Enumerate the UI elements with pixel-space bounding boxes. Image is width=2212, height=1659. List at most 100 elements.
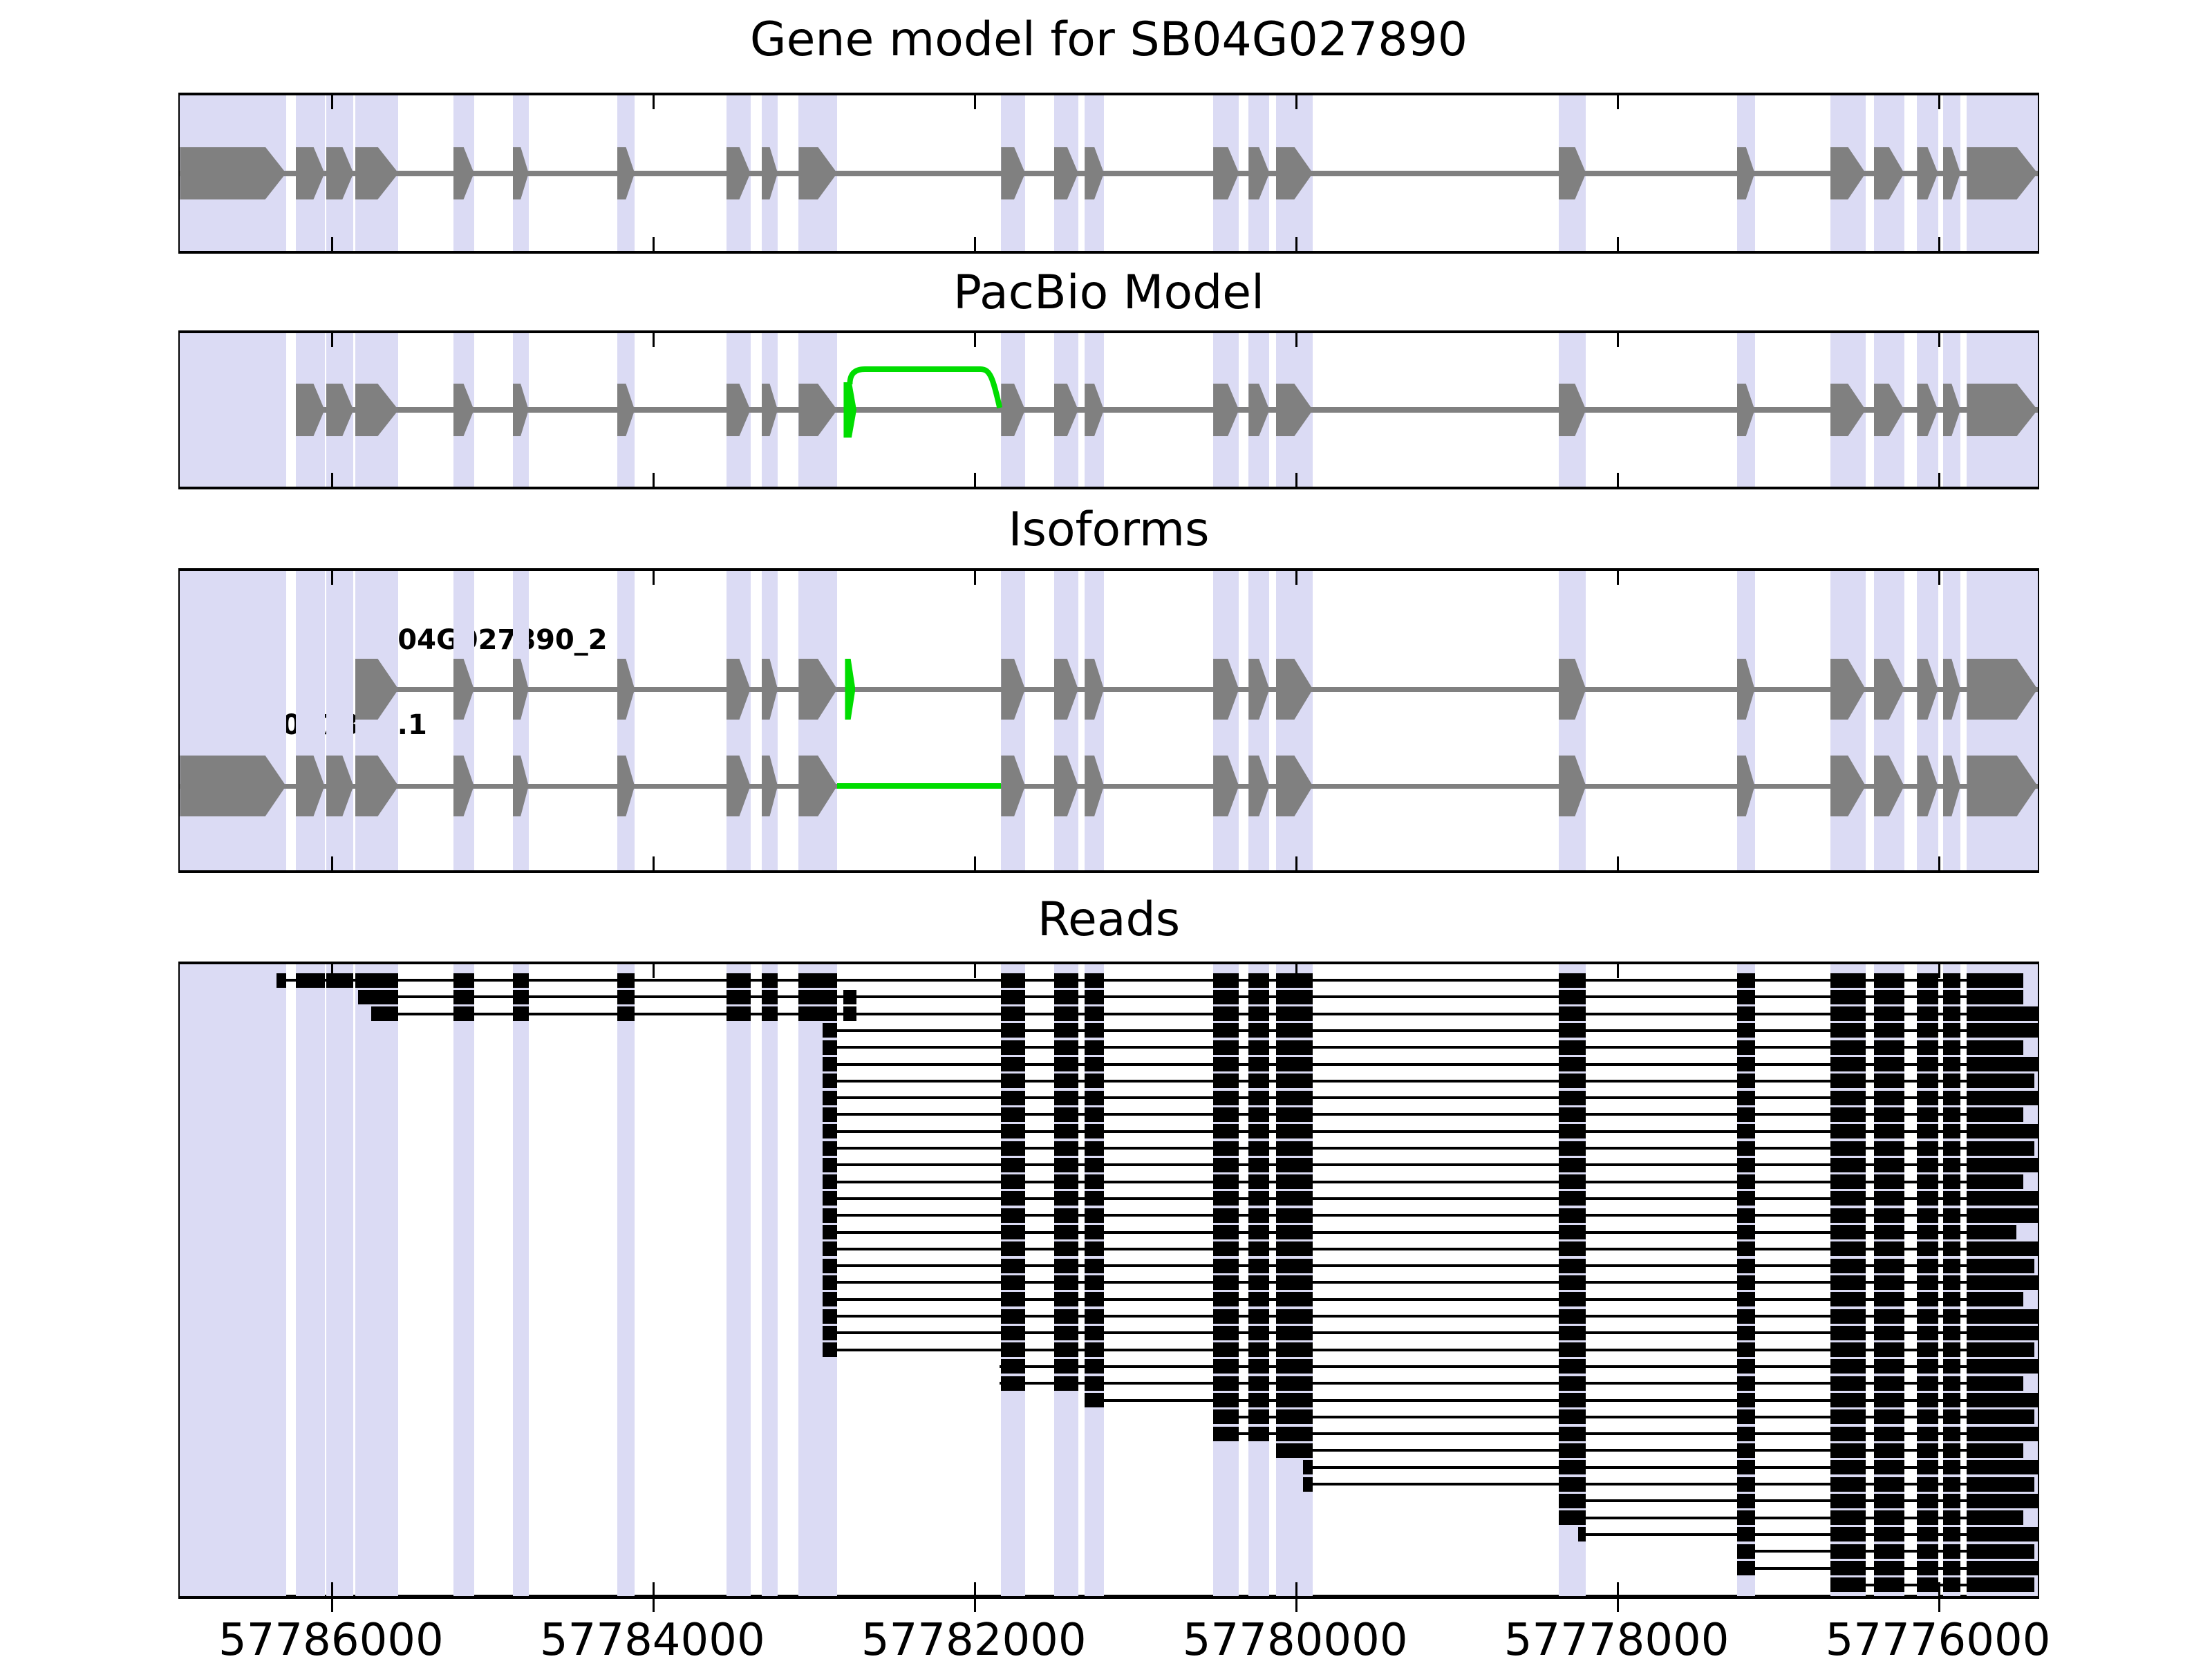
read-exon-block bbox=[1248, 1191, 1270, 1206]
read-exon-block bbox=[1873, 1225, 1904, 1239]
axis-tick-label: 57782000 bbox=[861, 1615, 1087, 1659]
exon-E6 bbox=[512, 659, 529, 720]
read-exon-block bbox=[1275, 1275, 1313, 1290]
read-exon-block bbox=[1085, 1342, 1105, 1358]
read-exon-block bbox=[1736, 1409, 1755, 1425]
read-exon-block bbox=[1736, 973, 1755, 988]
axis-tick bbox=[1295, 473, 1297, 487]
read-exon-block bbox=[1053, 1292, 1078, 1307]
read-exon-block bbox=[726, 1006, 751, 1022]
read-exon-block bbox=[1830, 1409, 1866, 1425]
read-exon-block bbox=[1942, 1426, 1961, 1441]
read-exon-block bbox=[1830, 1090, 1866, 1105]
read-exon-block bbox=[1830, 1258, 1866, 1273]
read-exon-block bbox=[823, 1124, 838, 1139]
read-exon-block bbox=[1736, 1174, 1755, 1190]
background-stripe bbox=[1942, 571, 1961, 870]
background-stripe bbox=[295, 571, 325, 870]
read-exon-block bbox=[1558, 1241, 1586, 1257]
read-exon-block bbox=[1213, 1258, 1239, 1273]
axis-tick bbox=[330, 1599, 333, 1612]
read-exon-block bbox=[1248, 1124, 1270, 1139]
read-exon-block bbox=[1873, 1157, 1904, 1172]
read-exon-block bbox=[1942, 1157, 1961, 1172]
read-exon-block bbox=[823, 1292, 838, 1307]
read-exon-block bbox=[1917, 1241, 1938, 1257]
read-exon-block bbox=[1736, 1124, 1755, 1139]
read-exon-block bbox=[1873, 1040, 1904, 1055]
read-exon-block bbox=[1053, 1023, 1078, 1038]
read-line bbox=[823, 1264, 2035, 1268]
read-exon-block bbox=[1053, 1359, 1078, 1374]
read-exon-block bbox=[1248, 1225, 1270, 1239]
read-exon-block bbox=[1917, 1376, 1938, 1391]
read-exon-block bbox=[1967, 1107, 2023, 1122]
read-exon-block bbox=[1830, 1040, 1866, 1055]
read-exon-block bbox=[1942, 1359, 1961, 1374]
axis-tick bbox=[652, 1599, 655, 1612]
read-exon-block bbox=[1558, 1493, 1586, 1508]
read-exon-block bbox=[1967, 1577, 2034, 1593]
read-exon-block bbox=[1942, 1074, 1961, 1089]
read-exon-block bbox=[761, 973, 778, 988]
read-exon-block bbox=[1053, 1006, 1078, 1022]
read-exon-block bbox=[1736, 1510, 1755, 1526]
read-line bbox=[358, 995, 2023, 999]
read-exon-block bbox=[1967, 1191, 2038, 1206]
read-exon-block bbox=[1558, 1342, 1586, 1358]
background-stripe bbox=[512, 964, 529, 1596]
read-exon-block bbox=[512, 989, 529, 1004]
read-exon-block bbox=[1248, 1292, 1270, 1307]
read-exon-block bbox=[1967, 1023, 2038, 1038]
background-stripe bbox=[180, 964, 286, 1596]
read-exon-block bbox=[1873, 1443, 1904, 1458]
read-exon-block bbox=[1001, 1241, 1026, 1257]
axis-tick bbox=[1295, 237, 1297, 251]
read-exon-block bbox=[1830, 1191, 1866, 1206]
read-exon-block bbox=[1248, 1258, 1270, 1273]
read-exon-block bbox=[1053, 1074, 1078, 1089]
axis-tick bbox=[652, 95, 655, 109]
read-exon-block bbox=[1967, 1141, 2034, 1156]
read-exon-block bbox=[1967, 1241, 2038, 1257]
read-exon-block bbox=[1248, 1393, 1270, 1407]
read-exon-block bbox=[1085, 1208, 1105, 1223]
read-exon-block bbox=[1213, 1409, 1239, 1425]
read-exon-block bbox=[1558, 1275, 1586, 1290]
background-stripe bbox=[453, 964, 474, 1596]
axis-tick bbox=[973, 1582, 976, 1596]
read-exon-block bbox=[1085, 989, 1105, 1004]
axis-tick bbox=[330, 333, 333, 347]
panel-title-gene-model: Gene model for SB04G027890 bbox=[749, 12, 1468, 67]
green-intron-segment bbox=[837, 783, 1002, 789]
read-exon-block bbox=[1917, 1174, 1938, 1190]
read-line bbox=[1303, 1483, 2035, 1485]
read-exon-block bbox=[1248, 1141, 1270, 1156]
read-exon-block bbox=[1085, 1225, 1105, 1239]
read-exon-block bbox=[1213, 1174, 1239, 1190]
read-exon-block bbox=[1053, 1241, 1078, 1257]
read-exon-block bbox=[1967, 1292, 2023, 1307]
read-exon-block bbox=[1085, 1309, 1105, 1324]
read-exon-block bbox=[1873, 1241, 1904, 1257]
read-exon-block bbox=[1942, 1376, 1961, 1391]
read-exon-block bbox=[1053, 1275, 1078, 1290]
read-exon-block bbox=[1558, 1359, 1586, 1374]
read-exon-block bbox=[1085, 1359, 1105, 1374]
read-exon-block bbox=[1213, 1040, 1239, 1055]
read-exon-block bbox=[1942, 989, 1961, 1004]
read-exon-block bbox=[1213, 1023, 1239, 1038]
axis-tick bbox=[1938, 571, 1940, 585]
read-exon-block bbox=[1001, 1023, 1026, 1038]
read-exon-block bbox=[1248, 1006, 1270, 1022]
panel-isoforms bbox=[178, 568, 2039, 873]
read-exon-block bbox=[1558, 1292, 1586, 1307]
read-exon-block bbox=[1213, 1309, 1239, 1324]
read-exon-block bbox=[1830, 1023, 1866, 1038]
read-exon-block bbox=[1967, 989, 2023, 1004]
read-exon-block bbox=[1942, 1544, 1961, 1559]
read-exon-block bbox=[1001, 1191, 1026, 1206]
background-stripe bbox=[617, 571, 635, 870]
read-exon-block bbox=[1942, 1510, 1961, 1526]
read-exon-block bbox=[1001, 1006, 1026, 1022]
